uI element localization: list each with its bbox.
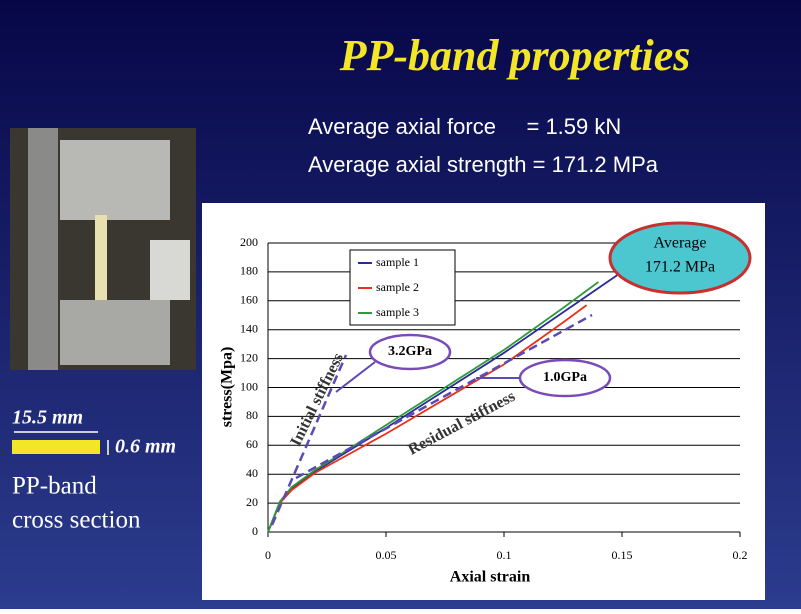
y-tick-label: 100 [240,379,258,393]
x-tick-label: 0 [265,548,271,562]
thickness-label: 0.6 mm [115,436,176,458]
y-tick-label: 60 [246,437,258,451]
callout-arrow [335,361,376,393]
legend-label: sample 3 [376,305,419,319]
callout [368,333,452,371]
x-tick-label: 0.1 [497,548,512,562]
y-tick-label: 40 [246,466,258,480]
band-section [12,440,100,454]
y-axis-label: stress(Mpa) [219,347,236,428]
y-tick-label: 20 [246,495,258,509]
stiffness-lines [270,313,593,526]
width-label: 15.5 mm [12,407,83,429]
x-tick-label: 0.05 [376,548,397,562]
y-tick-label: 160 [240,293,258,307]
y-tick-label: 0 [252,524,258,538]
x-tick-label: 0.15 [612,548,633,562]
info-line: Average axial force = 1.59 kN [308,114,621,139]
callout [608,221,752,295]
annotation: 3.2GPa [388,344,432,359]
y-tick-label: 80 [246,408,258,422]
annotation: 1.0GPa [543,370,587,385]
y-tick-label: 180 [240,264,258,278]
info-line: Average axial strength = 171.2 MPa [308,152,659,177]
x-axis-label: Axial strain [450,569,531,586]
legend-label: sample 1 [376,255,419,269]
photo [10,128,196,370]
slide-title: PP-band properties [339,31,691,80]
y-tick-label: 140 [240,321,258,335]
caption: PP-band [12,473,97,500]
annotation: 171.2 MPa [645,259,715,276]
annotation: Average [654,235,707,252]
caption: cross section [12,507,141,534]
y-tick-label: 120 [240,350,258,364]
legend-label: sample 2 [376,280,419,294]
y-tick-label: 200 [240,235,258,249]
x-tick-label: 0.2 [733,548,748,562]
